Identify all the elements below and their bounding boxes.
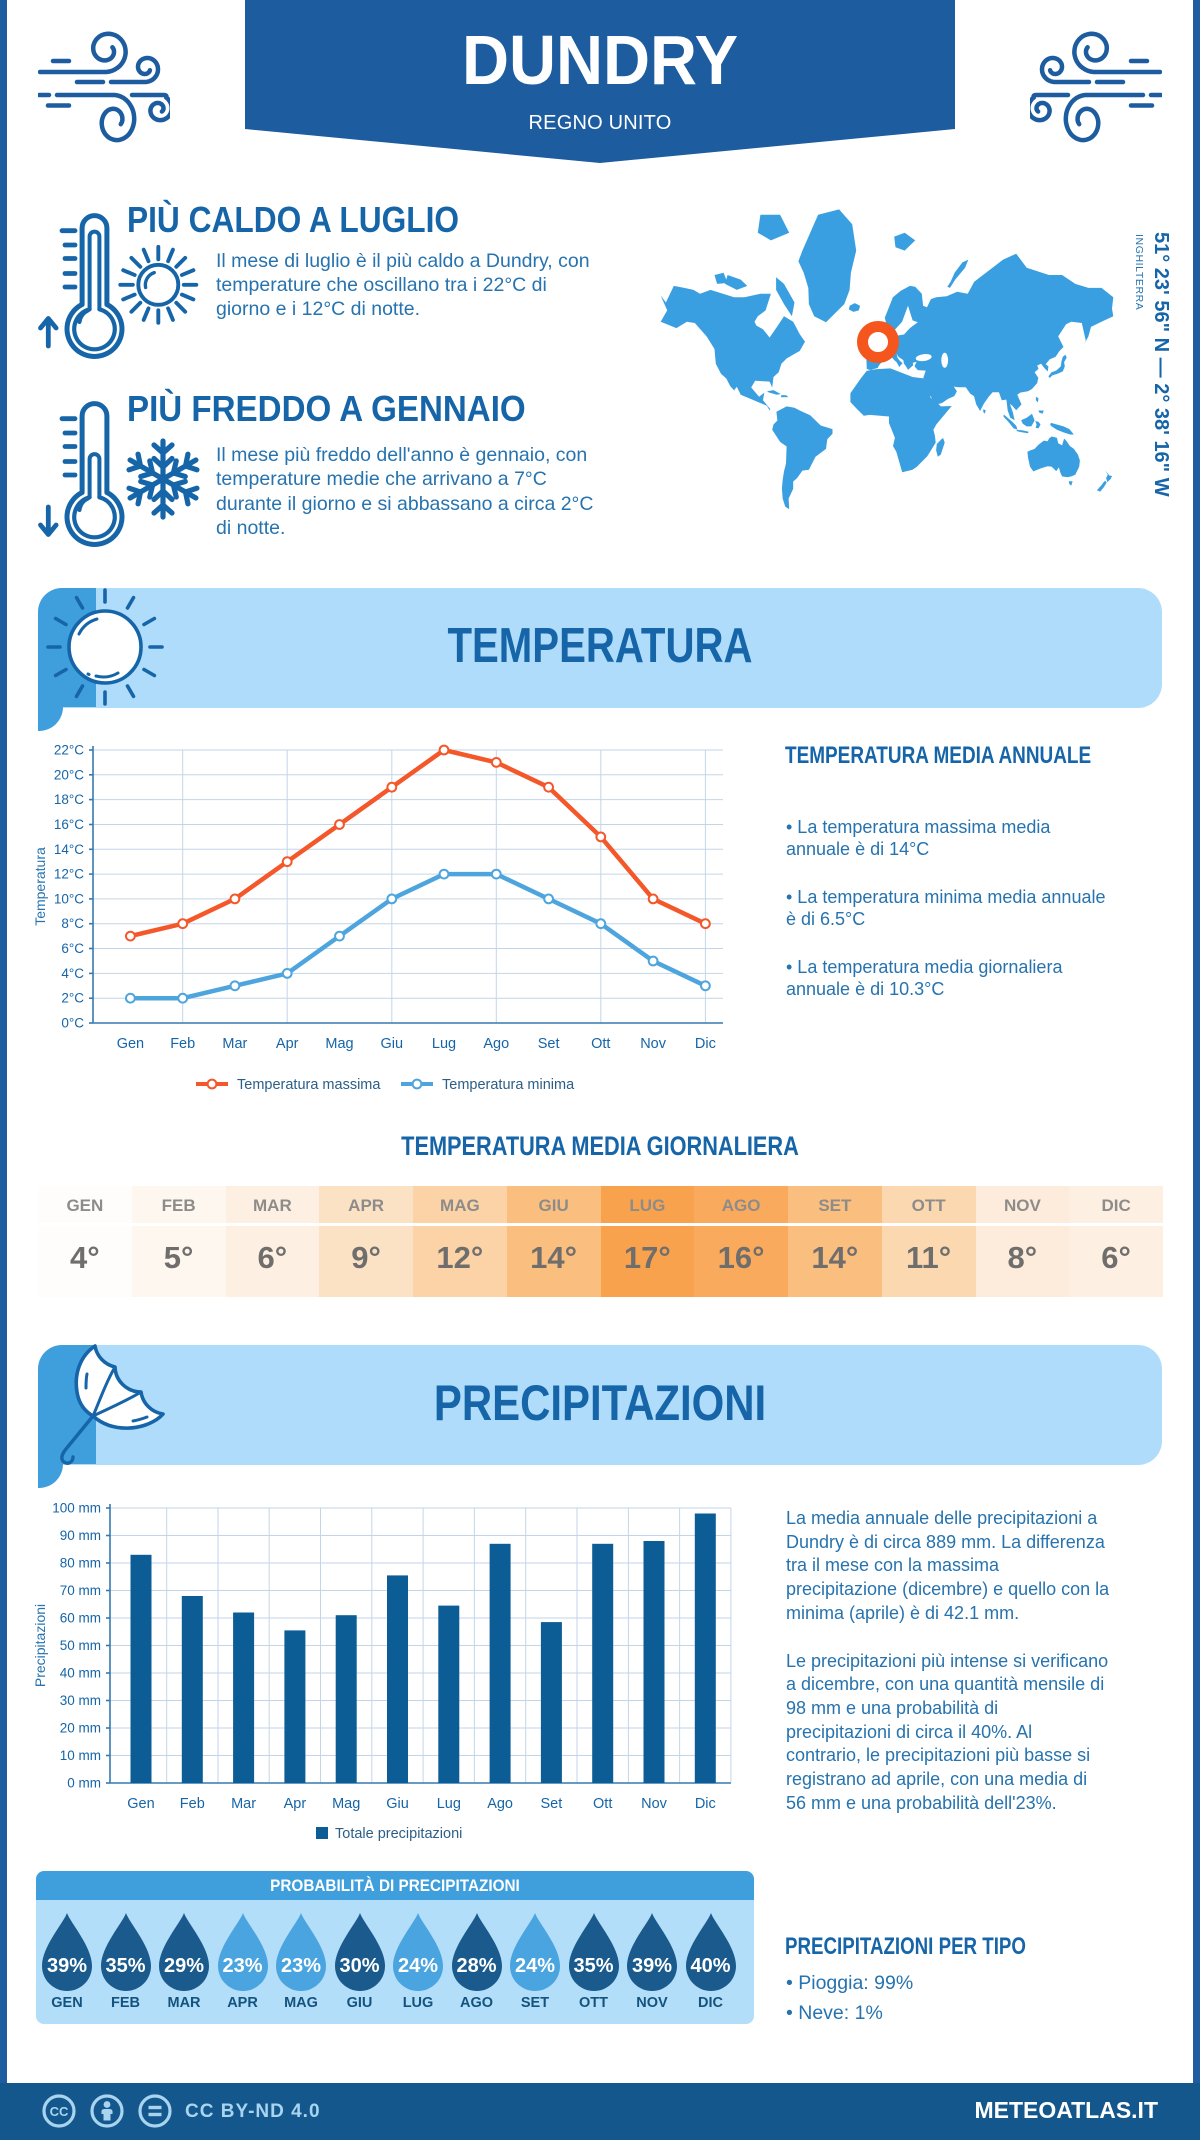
svg-text:14°C: 14°C [54,842,84,857]
svg-text:6°C: 6°C [61,941,84,956]
svg-text:Mar: Mar [222,1036,247,1052]
svg-text:Lug: Lug [432,1036,456,1052]
svg-text:0°C: 0°C [61,1016,84,1031]
svg-text:Ago: Ago [487,1796,513,1812]
svg-text:CC: CC [50,2104,69,2119]
svg-text:18°C: 18°C [54,792,84,807]
svg-text:Set: Set [538,1036,560,1052]
svg-text:Totale precipitazioni: Totale precipitazioni [335,1826,462,1842]
svg-text:2°C: 2°C [61,991,84,1006]
svg-text:20 mm: 20 mm [60,1721,101,1736]
svg-text:12°C: 12°C [54,867,84,882]
svg-text:30 mm: 30 mm [60,1693,101,1708]
svg-text:70 mm: 70 mm [60,1583,101,1598]
svg-text:Temperatura: Temperatura [32,847,48,926]
svg-text:Apr: Apr [284,1796,307,1812]
svg-text:10 mm: 10 mm [60,1748,101,1763]
svg-text:Mag: Mag [332,1796,360,1812]
svg-text:60 mm: 60 mm [60,1611,101,1626]
svg-text:Precipitazioni: Precipitazioni [32,1604,48,1687]
svg-text:Mag: Mag [325,1036,353,1052]
svg-text:Set: Set [541,1796,563,1812]
svg-text:Feb: Feb [170,1036,195,1052]
svg-text:Ott: Ott [593,1796,612,1812]
svg-text:Temperatura minima: Temperatura minima [442,1077,575,1093]
svg-text:8°C: 8°C [61,916,84,931]
svg-text:Temperatura massima: Temperatura massima [237,1077,381,1093]
svg-text:22°C: 22°C [54,743,84,758]
svg-text:Gen: Gen [127,1796,154,1812]
svg-text:Apr: Apr [276,1036,299,1052]
svg-text:10°C: 10°C [54,891,84,906]
svg-text:16°C: 16°C [54,817,84,832]
svg-text:Giu: Giu [386,1796,409,1812]
svg-text:Dic: Dic [695,1036,716,1052]
svg-text:Giu: Giu [381,1036,404,1052]
svg-text:Mar: Mar [231,1796,256,1812]
svg-text:80 mm: 80 mm [60,1556,101,1571]
svg-text:Nov: Nov [641,1796,668,1812]
svg-text:Ago: Ago [483,1036,509,1052]
svg-text:0 mm: 0 mm [67,1776,101,1791]
svg-text:Dic: Dic [695,1796,716,1812]
svg-text:Lug: Lug [437,1796,461,1812]
svg-text:20°C: 20°C [54,767,84,782]
svg-text:Ott: Ott [591,1036,610,1052]
svg-text:100 mm: 100 mm [52,1501,101,1516]
svg-text:4°C: 4°C [61,966,84,981]
svg-text:90 mm: 90 mm [60,1528,101,1543]
svg-text:Nov: Nov [640,1036,667,1052]
svg-text:50 mm: 50 mm [60,1638,101,1653]
svg-text:40 mm: 40 mm [60,1666,101,1681]
svg-text:Feb: Feb [180,1796,205,1812]
svg-text:Gen: Gen [117,1036,144,1052]
